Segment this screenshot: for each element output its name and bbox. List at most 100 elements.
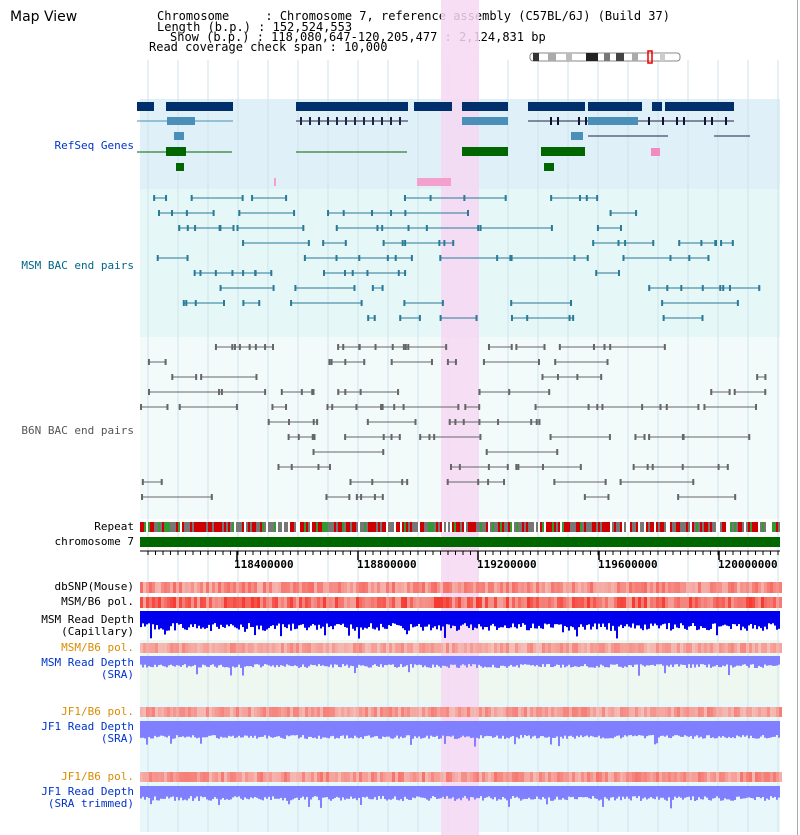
read-depth-bar xyxy=(624,786,626,799)
bac-end xyxy=(342,344,345,350)
polymorphism-cell xyxy=(341,772,344,782)
repeat-feature xyxy=(742,522,744,532)
polymorphism-cell xyxy=(197,772,200,782)
read-depth-bar xyxy=(160,656,162,665)
polymorphism-cell xyxy=(347,643,350,653)
read-depth-bar xyxy=(612,611,614,626)
polymorphism-cell xyxy=(629,707,632,717)
polymorphism-cell xyxy=(335,707,338,717)
read-depth-bar xyxy=(416,611,418,627)
read-depth-bar xyxy=(282,721,284,739)
polymorphism-cell xyxy=(758,772,761,782)
polymorphism-cell xyxy=(404,582,407,593)
polymorphism-cell xyxy=(689,597,692,608)
polymorphism-cell xyxy=(344,597,347,608)
bac-end xyxy=(199,270,202,276)
read-depth-bar xyxy=(248,656,250,667)
polymorphism-cell xyxy=(602,772,605,782)
polymorphism-cell xyxy=(350,597,353,608)
read-depth-bar xyxy=(152,786,154,801)
bac-end xyxy=(692,479,695,485)
polymorphism-cell xyxy=(335,643,338,653)
polymorphism-cell xyxy=(728,643,731,653)
bac-end xyxy=(272,285,275,291)
polymorphism-cell xyxy=(761,597,764,608)
polymorphism-cell xyxy=(329,707,332,717)
polymorphism-cell xyxy=(227,597,230,608)
read-depth-bar xyxy=(742,786,744,799)
polymorphism-cell xyxy=(683,643,686,653)
read-depth-bar xyxy=(178,786,180,801)
read-depth-bar xyxy=(624,611,626,627)
bac-end xyxy=(448,419,451,425)
read-depth-bar xyxy=(698,656,700,667)
polymorphism-cell xyxy=(617,597,620,608)
polymorphism-cell xyxy=(359,707,362,717)
polymorphism-cell xyxy=(425,597,428,608)
polymorphism-cell xyxy=(614,597,617,608)
read-depth-bar xyxy=(320,786,322,808)
repeat-feature xyxy=(652,522,654,532)
polymorphism-cell xyxy=(224,597,227,608)
polymorphism-cell xyxy=(428,772,431,782)
repeat-feature xyxy=(164,522,166,532)
polymorphism-cell xyxy=(317,772,320,782)
polymorphism-cell xyxy=(263,582,266,593)
polymorphism-cell xyxy=(257,582,260,593)
read-depth-bar xyxy=(194,611,196,625)
polymorphism-cell xyxy=(626,597,629,608)
read-depth-bar xyxy=(684,611,686,629)
bac-end xyxy=(290,464,293,470)
polymorphism-cell xyxy=(314,582,317,593)
read-depth-bar xyxy=(244,721,246,736)
polymorphism-cell xyxy=(173,597,176,608)
read-depth-bar xyxy=(236,721,238,738)
read-depth-bar xyxy=(298,786,300,801)
polymorphism-cell xyxy=(398,597,401,608)
repeat-feature xyxy=(220,522,222,532)
polymorphism-cell xyxy=(725,772,728,782)
polymorphism-cell xyxy=(224,582,227,593)
read-depth-bar xyxy=(300,786,302,798)
polymorphism-cell xyxy=(353,582,356,593)
read-depth-bar xyxy=(750,721,752,736)
gene-exon-block xyxy=(588,102,642,111)
polymorphism-cell xyxy=(464,597,467,608)
read-depth-bar xyxy=(176,611,178,624)
read-depth-bar xyxy=(248,611,250,624)
read-depth-bar xyxy=(580,786,582,797)
polymorphism-cell xyxy=(236,582,239,593)
read-depth-bar xyxy=(530,721,532,739)
bac-end xyxy=(337,344,340,350)
polymorphism-cell xyxy=(146,707,149,717)
read-depth-bar xyxy=(658,721,660,738)
read-depth-bar xyxy=(392,611,394,624)
read-depth-bar xyxy=(314,786,316,797)
repeat-feature xyxy=(190,522,192,532)
read-depth-bar xyxy=(506,611,508,629)
polymorphism-cell xyxy=(620,643,623,653)
read-depth-bar xyxy=(346,611,348,628)
repeat-feature xyxy=(692,522,694,532)
read-depth-bar xyxy=(190,656,192,667)
read-depth-bar xyxy=(642,721,644,736)
polymorphism-cell xyxy=(179,772,182,782)
read-depth-bar xyxy=(362,786,364,797)
polymorphism-cell xyxy=(713,707,716,717)
polymorphism-cell xyxy=(506,707,509,717)
bac-end xyxy=(166,404,169,410)
bac-end xyxy=(264,344,267,350)
repeat-feature xyxy=(346,522,348,532)
polymorphism-cell xyxy=(395,582,398,593)
polymorphism-cell xyxy=(551,643,554,653)
polymorphism-cell xyxy=(689,582,692,593)
bac-end xyxy=(303,255,306,261)
polymorphism-cell xyxy=(764,582,767,593)
read-depth-bar xyxy=(550,721,552,745)
bac-end xyxy=(397,389,400,395)
read-depth-bar xyxy=(390,786,392,800)
repeat-feature xyxy=(338,522,340,532)
read-depth-bar xyxy=(666,721,668,736)
track-label-jf1-pol: JF1/B6 pol. xyxy=(61,705,134,718)
